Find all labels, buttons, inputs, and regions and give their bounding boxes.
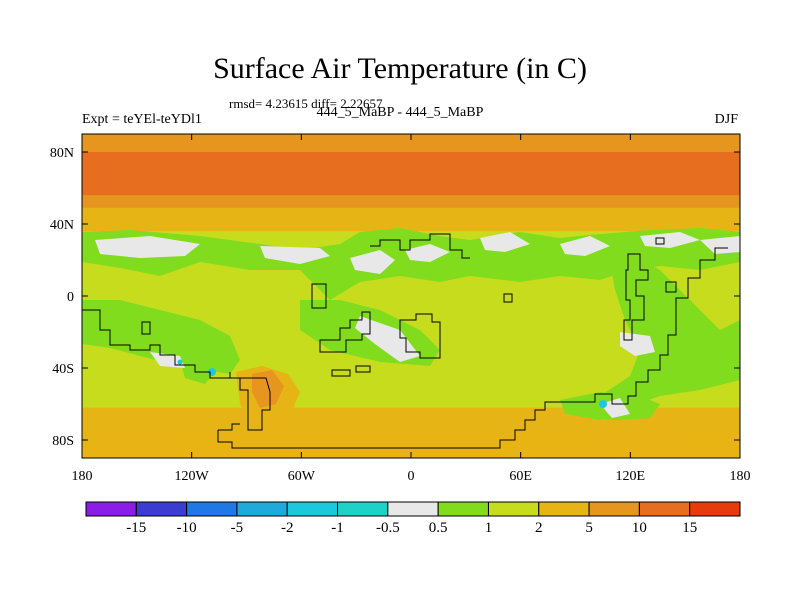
colorbar-swatch (85, 501, 137, 517)
neutral-patch (150, 352, 185, 368)
colorbar-swatch (689, 501, 741, 517)
temperature-band (82, 184, 740, 196)
neutral-patch (480, 232, 530, 252)
x-tick-label: 120E (616, 469, 646, 484)
colorbar-label: 0.5 (429, 520, 448, 536)
colorbar-label: -1 (331, 520, 344, 536)
warm-patch-core (252, 370, 284, 408)
temperature-band (82, 161, 740, 185)
colorbar-swatch (487, 501, 540, 517)
anomaly-region (82, 300, 240, 374)
warm-patch (82, 430, 740, 458)
colorbar-label: 2 (535, 520, 543, 536)
continent-outline (623, 253, 649, 341)
map-area (82, 134, 740, 458)
stats-text: rmsd= 4.23615 diff= 2.22657 (229, 96, 383, 111)
colorbar: -15 -10 -5 -2 -1 -0.5 0.5 1 2 5 10 15 (85, 501, 741, 536)
colorbar-swatch (236, 501, 288, 517)
x-tick-label: 60W (288, 469, 316, 484)
colorbar-swatch (135, 501, 188, 517)
continent-outline (218, 423, 240, 431)
colorbar-swatch (286, 501, 339, 517)
y-tick-label: 80S (52, 434, 74, 449)
temperature-band (82, 195, 740, 209)
colorbar-swatch (437, 501, 489, 517)
cold-spot (177, 359, 183, 365)
colorbar-label: 10 (632, 520, 647, 536)
colorbar-label: -0.5 (376, 520, 400, 536)
neutral-patch (620, 332, 655, 356)
neutral-patch (600, 398, 630, 418)
continent-outline (331, 369, 351, 377)
continent-outline (82, 309, 271, 431)
chart-title: Surface Air Temperature (in C) (213, 52, 587, 85)
anomaly-region (580, 258, 740, 420)
continent-outline (141, 321, 151, 335)
neutral-patch (700, 236, 740, 254)
continent-outlines (82, 233, 728, 449)
anomaly-region (180, 356, 215, 384)
x-tick-label: 180 (730, 469, 751, 484)
colorbar-label: 1 (485, 520, 493, 536)
colorbar-label: -5 (231, 520, 244, 536)
colorbar-swatch (588, 501, 640, 517)
continent-outline (319, 311, 371, 353)
colorbar-label: -10 (177, 520, 197, 536)
continent-outline (355, 365, 371, 373)
colorbar-label: -15 (126, 520, 146, 536)
colorbar-label: 15 (682, 520, 697, 536)
neutral-patch (350, 250, 395, 274)
season-label: DJF (714, 112, 738, 127)
colorbar-swatch (337, 501, 389, 517)
continent-outline (655, 237, 665, 245)
x-tick-label: 60E (509, 469, 532, 484)
colorbar-swatch (638, 501, 691, 517)
continent-outline (217, 247, 728, 449)
continent-outline (399, 313, 441, 359)
y-tick-label: 40N (50, 218, 74, 233)
temperature-band (82, 218, 740, 232)
continent-outline (503, 293, 513, 303)
colorbar-swatch (538, 501, 590, 517)
neutral-patch (260, 246, 330, 264)
colorbar-label: 5 (585, 520, 593, 536)
experiment-label: Expt = teYEl-teYDl1 (82, 112, 202, 127)
continent-outline (370, 233, 470, 259)
continent-outline (311, 283, 327, 309)
x-tick-label: 180 (72, 469, 93, 484)
y-axis: 80N 40N 0 40S 80S (50, 146, 740, 449)
neutral-patch (355, 316, 420, 362)
y-tick-label: 0 (67, 290, 74, 305)
colorbar-swatch (186, 501, 238, 517)
colorbar-swatch (387, 501, 439, 517)
y-tick-label: 40S (52, 362, 74, 377)
cold-spot (599, 400, 607, 408)
x-axis: 180 120W 60W 0 60E 120E 180 (72, 134, 751, 484)
temperature-band (82, 141, 740, 153)
temperature-band (82, 152, 740, 162)
x-tick-label: 0 (408, 469, 415, 484)
neutral-patch (640, 232, 700, 248)
x-tick-label: 120W (175, 469, 210, 484)
neutral-patch (560, 236, 610, 256)
colorbar-label: -2 (281, 520, 294, 536)
temperature-band (82, 207, 740, 220)
y-tick-label: 80N (50, 146, 74, 161)
continent-outline (665, 281, 677, 293)
neutral-patch (405, 244, 450, 262)
chart-subtitle: 444_5_MaBP - 444_5_MaBP (316, 105, 484, 120)
neutral-patch (95, 236, 200, 258)
neutral-patches (95, 232, 740, 418)
